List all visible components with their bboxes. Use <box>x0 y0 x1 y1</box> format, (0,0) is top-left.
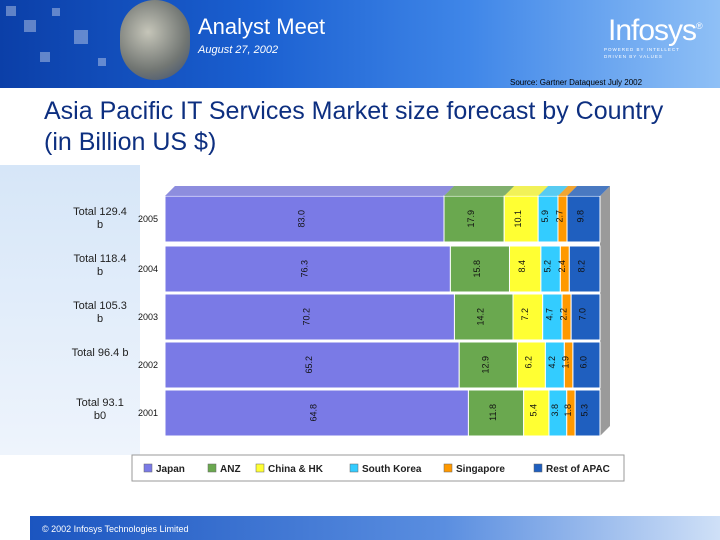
data-label-south-korea-2005: 5.9 <box>540 210 550 223</box>
data-label-china-hk-2004: 8.4 <box>517 260 527 273</box>
copyright-text: © 2002 Infosys Technologies Limited <box>42 524 189 534</box>
bar-china-hk-2004 <box>508 245 542 293</box>
category-label-2003: 2003 <box>138 312 158 322</box>
header-date: August 27, 2002 <box>198 44 279 56</box>
legend-label-china-hk: China & HK <box>268 464 324 475</box>
decor-square <box>40 52 50 62</box>
data-label-anz-2001: 11.8 <box>488 404 498 421</box>
decor-square <box>24 20 36 32</box>
bar-rest-of-apac-2001 <box>574 389 601 437</box>
legend-swatch-singapore <box>443 463 453 473</box>
bar-top-singapore <box>557 186 578 196</box>
bar-rest-of-apac-2004 <box>568 245 601 293</box>
bar-top-anz <box>444 186 515 196</box>
slide-title: Asia Pacific IT Services Market size for… <box>44 97 664 156</box>
header-banner: Analyst Meet August 27, 2002 Infosys® PO… <box>0 0 720 88</box>
legend-swatch-japan <box>143 463 153 473</box>
bar-japan-2001 <box>164 389 469 437</box>
data-label-singapore-2005: 2.7 <box>555 210 565 223</box>
bar-japan-2002 <box>164 341 460 389</box>
total-2002: Total 96.4 b <box>71 347 129 359</box>
data-label-south-korea-2002: 4.2 <box>547 356 557 369</box>
bar-top-south-korea <box>538 186 568 196</box>
decor-square <box>52 8 60 16</box>
total-2003: Total 105.3 b <box>73 300 127 325</box>
bar-top-china-hk <box>504 186 549 196</box>
footer-bar: © 2002 Infosys Technologies Limited <box>30 516 720 540</box>
category-label-2001: 2001 <box>138 408 158 418</box>
total-2005: Total 129.4 b <box>73 206 127 231</box>
data-label-anz-2004: 15.8 <box>472 260 482 278</box>
data-label-japan-2005: 83.0 <box>297 210 307 228</box>
decor-square <box>6 6 16 16</box>
bar-anz-2003 <box>453 293 514 341</box>
bar-anz-2002 <box>458 341 518 389</box>
data-label-japan-2001: 64.8 <box>309 404 319 422</box>
source-note: Source: Gartner Dataquest July 2002 <box>510 78 643 87</box>
sidebar-shade <box>0 165 140 455</box>
data-label-rest-of-apac-2005: 9.8 <box>576 210 586 223</box>
bar-top-rest-of-apac <box>567 186 610 196</box>
data-label-singapore-2001: 1.8 <box>563 404 573 417</box>
bar-rest-of-apac-2002 <box>572 341 601 389</box>
logo-text: Infosys <box>608 14 697 47</box>
category-label-2004: 2004 <box>138 264 158 274</box>
legend-swatch-anz <box>207 463 217 473</box>
bar-rest-of-apac-2003 <box>570 293 601 341</box>
globe-image <box>120 0 190 80</box>
bar-anz-2005 <box>443 195 505 243</box>
decor-square <box>74 30 88 44</box>
logo-tagline: POWERED BY INTELLECT DRIVEN BY VALUES <box>604 47 680 59</box>
infosys-logo: Infosys® <box>608 14 703 48</box>
header-title: Analyst Meet <box>198 14 326 39</box>
legend-swatch-china-hk <box>255 463 265 473</box>
data-label-china-hk-2003: 7.2 <box>520 308 530 321</box>
legend-label-rest-of-apac: Rest of APAC <box>546 464 610 475</box>
data-label-china-hk-2002: 6.2 <box>523 356 533 369</box>
data-label-japan-2003: 70.2 <box>302 308 312 326</box>
chart-legend: Japan ANZ China & HK South Korea Singapore Re… <box>131 454 625 482</box>
total-2004: Total 118.4 b <box>73 253 127 278</box>
bar-china-hk-2001 <box>523 389 550 437</box>
legend-label-anz: ANZ <box>220 464 241 475</box>
legend-label-singapore: Singapore <box>456 464 505 475</box>
total-2001: Total 93.1 b0 <box>76 397 124 422</box>
bar-china-hk-2002 <box>516 341 546 389</box>
data-label-rest-of-apac-2003: 7.0 <box>578 308 588 321</box>
data-label-anz-2003: 14.2 <box>476 308 486 326</box>
data-label-singapore-2003: 2.2 <box>559 308 569 321</box>
data-label-china-hk-2001: 5.4 <box>528 404 538 417</box>
legend-label-japan: Japan <box>156 464 185 475</box>
legend-label-south-korea: South Korea <box>362 464 422 475</box>
data-label-singapore-2002: 1.9 <box>561 356 571 369</box>
data-label-japan-2004: 76.3 <box>300 260 310 278</box>
bar-japan-2003 <box>164 293 455 341</box>
bar-top-japan <box>165 186 455 196</box>
data-label-japan-2002: 65.2 <box>304 356 314 374</box>
bar-anz-2004 <box>449 245 510 293</box>
bar-japan-2004 <box>164 245 451 293</box>
registered-mark: ® <box>696 21 703 31</box>
data-label-south-korea-2001: 3.8 <box>550 404 560 417</box>
data-label-china-hk-2005: 10.1 <box>513 210 523 228</box>
plot-area: 2005 83.0 17.9 10.1 5.9 2.7 9.8 2004 76.3 15.8 8.4… <box>138 186 610 437</box>
data-label-anz-2005: 17.9 <box>466 210 476 228</box>
decor-square <box>98 58 106 66</box>
data-label-singapore-2004: 2.4 <box>557 260 567 273</box>
data-label-south-korea-2003: 4.7 <box>544 308 554 321</box>
data-label-rest-of-apac-2001: 5.3 <box>580 404 590 417</box>
category-label-2002: 2002 <box>138 360 158 370</box>
data-label-south-korea-2004: 5.2 <box>543 260 553 273</box>
plot-side-face <box>600 186 610 436</box>
bar-rest-of-apac-2005 <box>566 195 601 243</box>
data-label-anz-2002: 12.9 <box>480 356 490 374</box>
legend-swatch-south-korea <box>349 463 359 473</box>
data-label-rest-of-apac-2004: 8.2 <box>577 260 587 273</box>
data-label-rest-of-apac-2002: 6.0 <box>578 356 588 369</box>
legend-swatch-rest-of-apac <box>533 463 543 473</box>
category-label-2005: 2005 <box>138 214 158 224</box>
